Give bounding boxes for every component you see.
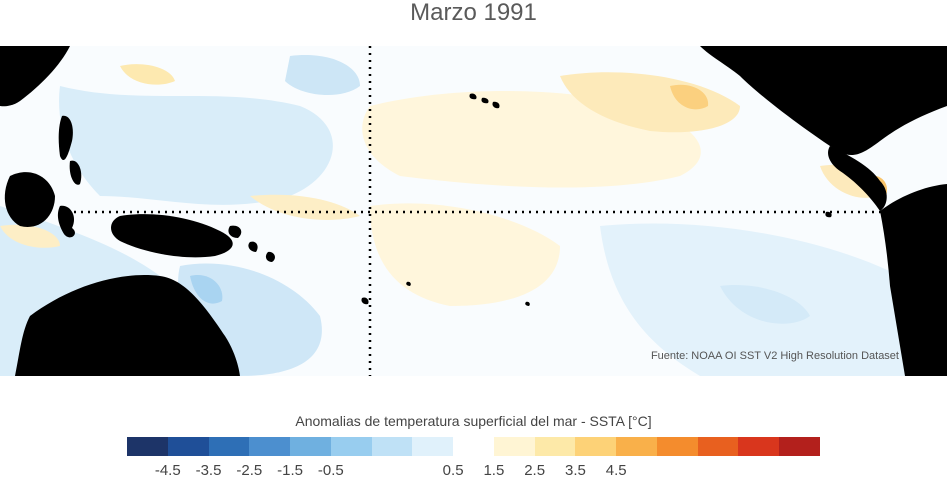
colorbar-swatch	[493, 437, 535, 456]
colorbar-tick-labels: -4.5 -3.5 -2.5 -1.5 -0.5 0.5 1.5 2.5 3.5 4.5	[0, 462, 947, 480]
colorbar-label: Anomalias de temperatura superficial del…	[295, 413, 652, 429]
colorbar-tick-label: -1.5	[277, 462, 303, 479]
land-masses	[0, 46, 947, 376]
colorbar-tick-label: -0.5	[317, 462, 344, 479]
data-source-note: Fuente: NOAA OI SST V2 High Resolution D…	[650, 350, 899, 362]
colorbar-swatch	[697, 437, 739, 456]
colorbar-swatch	[249, 437, 291, 456]
colorbar-swatch	[167, 437, 209, 456]
colorbar-swatch	[371, 437, 413, 456]
colorbar-swatch	[330, 437, 372, 456]
colorbar-swatch	[290, 437, 331, 456]
colorbar-tick-label: -3.5	[195, 462, 222, 479]
colorbar-swatch	[127, 437, 168, 456]
colorbar-tick-label: 2.5	[524, 462, 546, 479]
colorbar-swatch	[412, 437, 454, 456]
colorbar	[127, 437, 821, 456]
colorbar-swatch	[656, 437, 698, 456]
colorbar-tick-label: 1.5	[483, 462, 505, 479]
colorbar-swatch	[738, 437, 780, 456]
colorbar-tick-label: 4.5	[605, 462, 627, 479]
colorbar-swatch	[208, 437, 250, 456]
sst-anomaly-map	[0, 46, 947, 376]
colorbar-swatch	[575, 437, 617, 456]
colorbar-tick-label: 3.5	[564, 462, 586, 479]
colorbar-swatch	[779, 437, 821, 456]
colorbar-swatch	[534, 437, 576, 456]
colorbar-tick-label: -4.5	[154, 462, 181, 479]
colorbar-tick-label: 0.5	[442, 462, 464, 479]
map-title: Marzo 1991	[410, 0, 537, 26]
colorbar-tick-label: -2.5	[236, 462, 263, 479]
colorbar-swatch	[616, 437, 657, 456]
colorbar-swatch	[453, 437, 494, 456]
